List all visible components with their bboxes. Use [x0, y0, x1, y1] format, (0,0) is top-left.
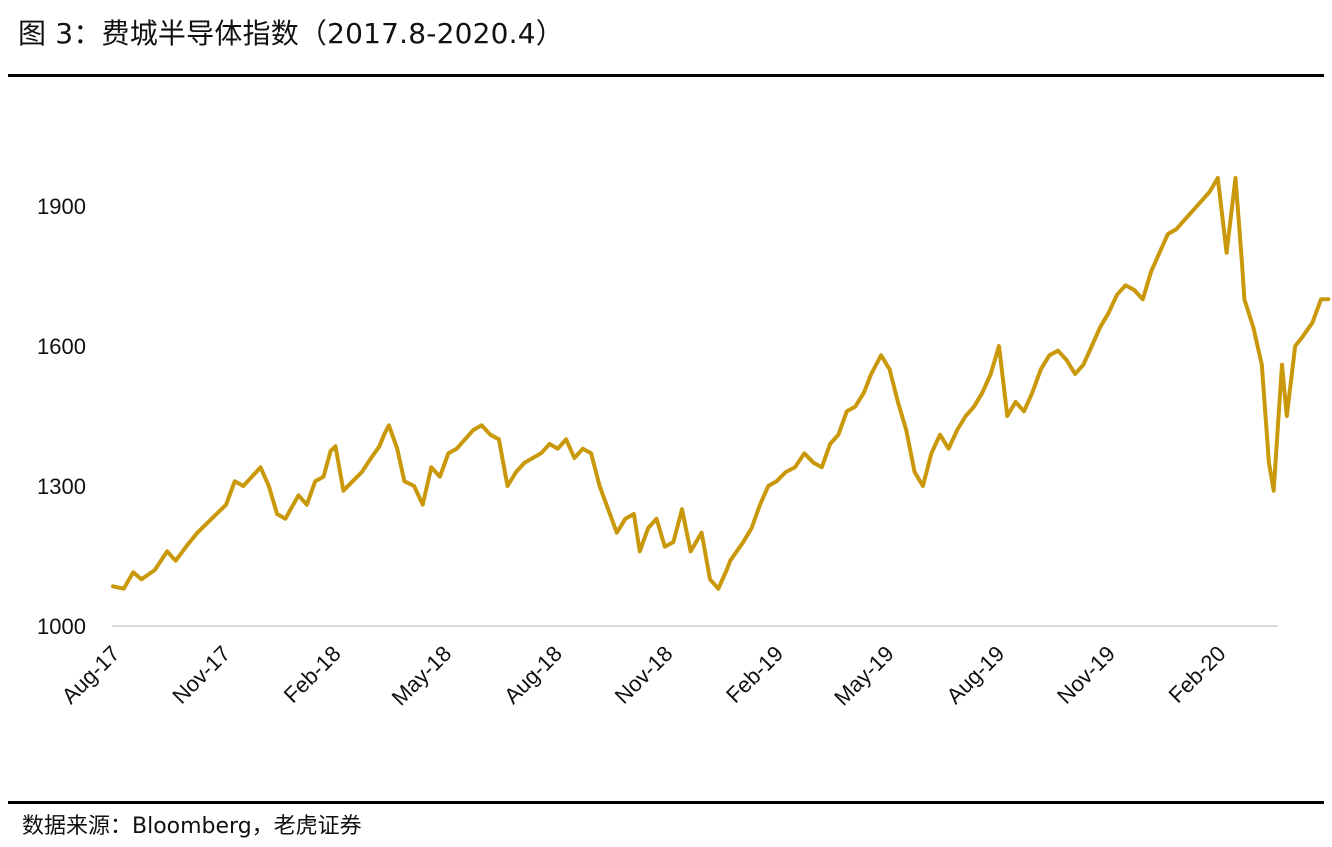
y-tick-label-1300: 1300 [37, 474, 86, 499]
x-tick-label-aug-19: Aug-19 [941, 641, 1009, 709]
y-tick-label-1600: 1600 [37, 334, 86, 359]
line-chart: 1000 1300 1600 1900 Aug-17 Nov-17 Feb-18 May-1… [37, 176, 1331, 711]
x-tick-label-nov-17: Nov-17 [167, 641, 235, 709]
x-tick-label-nov-19: Nov-19 [1052, 641, 1120, 709]
bottom-rule [8, 801, 1324, 804]
y-axis: 1000 1300 1600 1900 [37, 194, 1278, 639]
x-tick-label-may-19: May-19 [829, 641, 899, 711]
x-tick-label-feb-18: Feb-18 [279, 641, 346, 708]
source-note: 数据来源：Bloomberg，老虎证券 [22, 814, 362, 839]
x-tick-label-feb-20: Feb-20 [1164, 641, 1231, 708]
x-tick-label-feb-19: Feb-19 [721, 641, 788, 708]
top-rule [8, 74, 1324, 77]
index-series-line [111, 176, 1331, 591]
x-axis: Aug-17 Nov-17 Feb-18 May-18 Aug-18 Nov-18 Feb-… [57, 641, 1231, 711]
y-tick-label-1900: 1900 [37, 194, 86, 219]
x-tick-label-aug-18: Aug-18 [499, 641, 567, 709]
chart-container: 1000 1300 1600 1900 Aug-17 Nov-17 Feb-18 May-1… [0, 80, 1332, 795]
chart-title: 图 3：费城半导体指数（2017.8-2020.4） [18, 17, 564, 50]
y-tick-label-1000: 1000 [37, 614, 86, 639]
x-tick-label-nov-18: Nov-18 [610, 641, 678, 709]
x-tick-label-may-18: May-18 [387, 641, 457, 711]
plot-area [111, 176, 1331, 591]
x-tick-label-aug-17: Aug-17 [57, 641, 125, 709]
